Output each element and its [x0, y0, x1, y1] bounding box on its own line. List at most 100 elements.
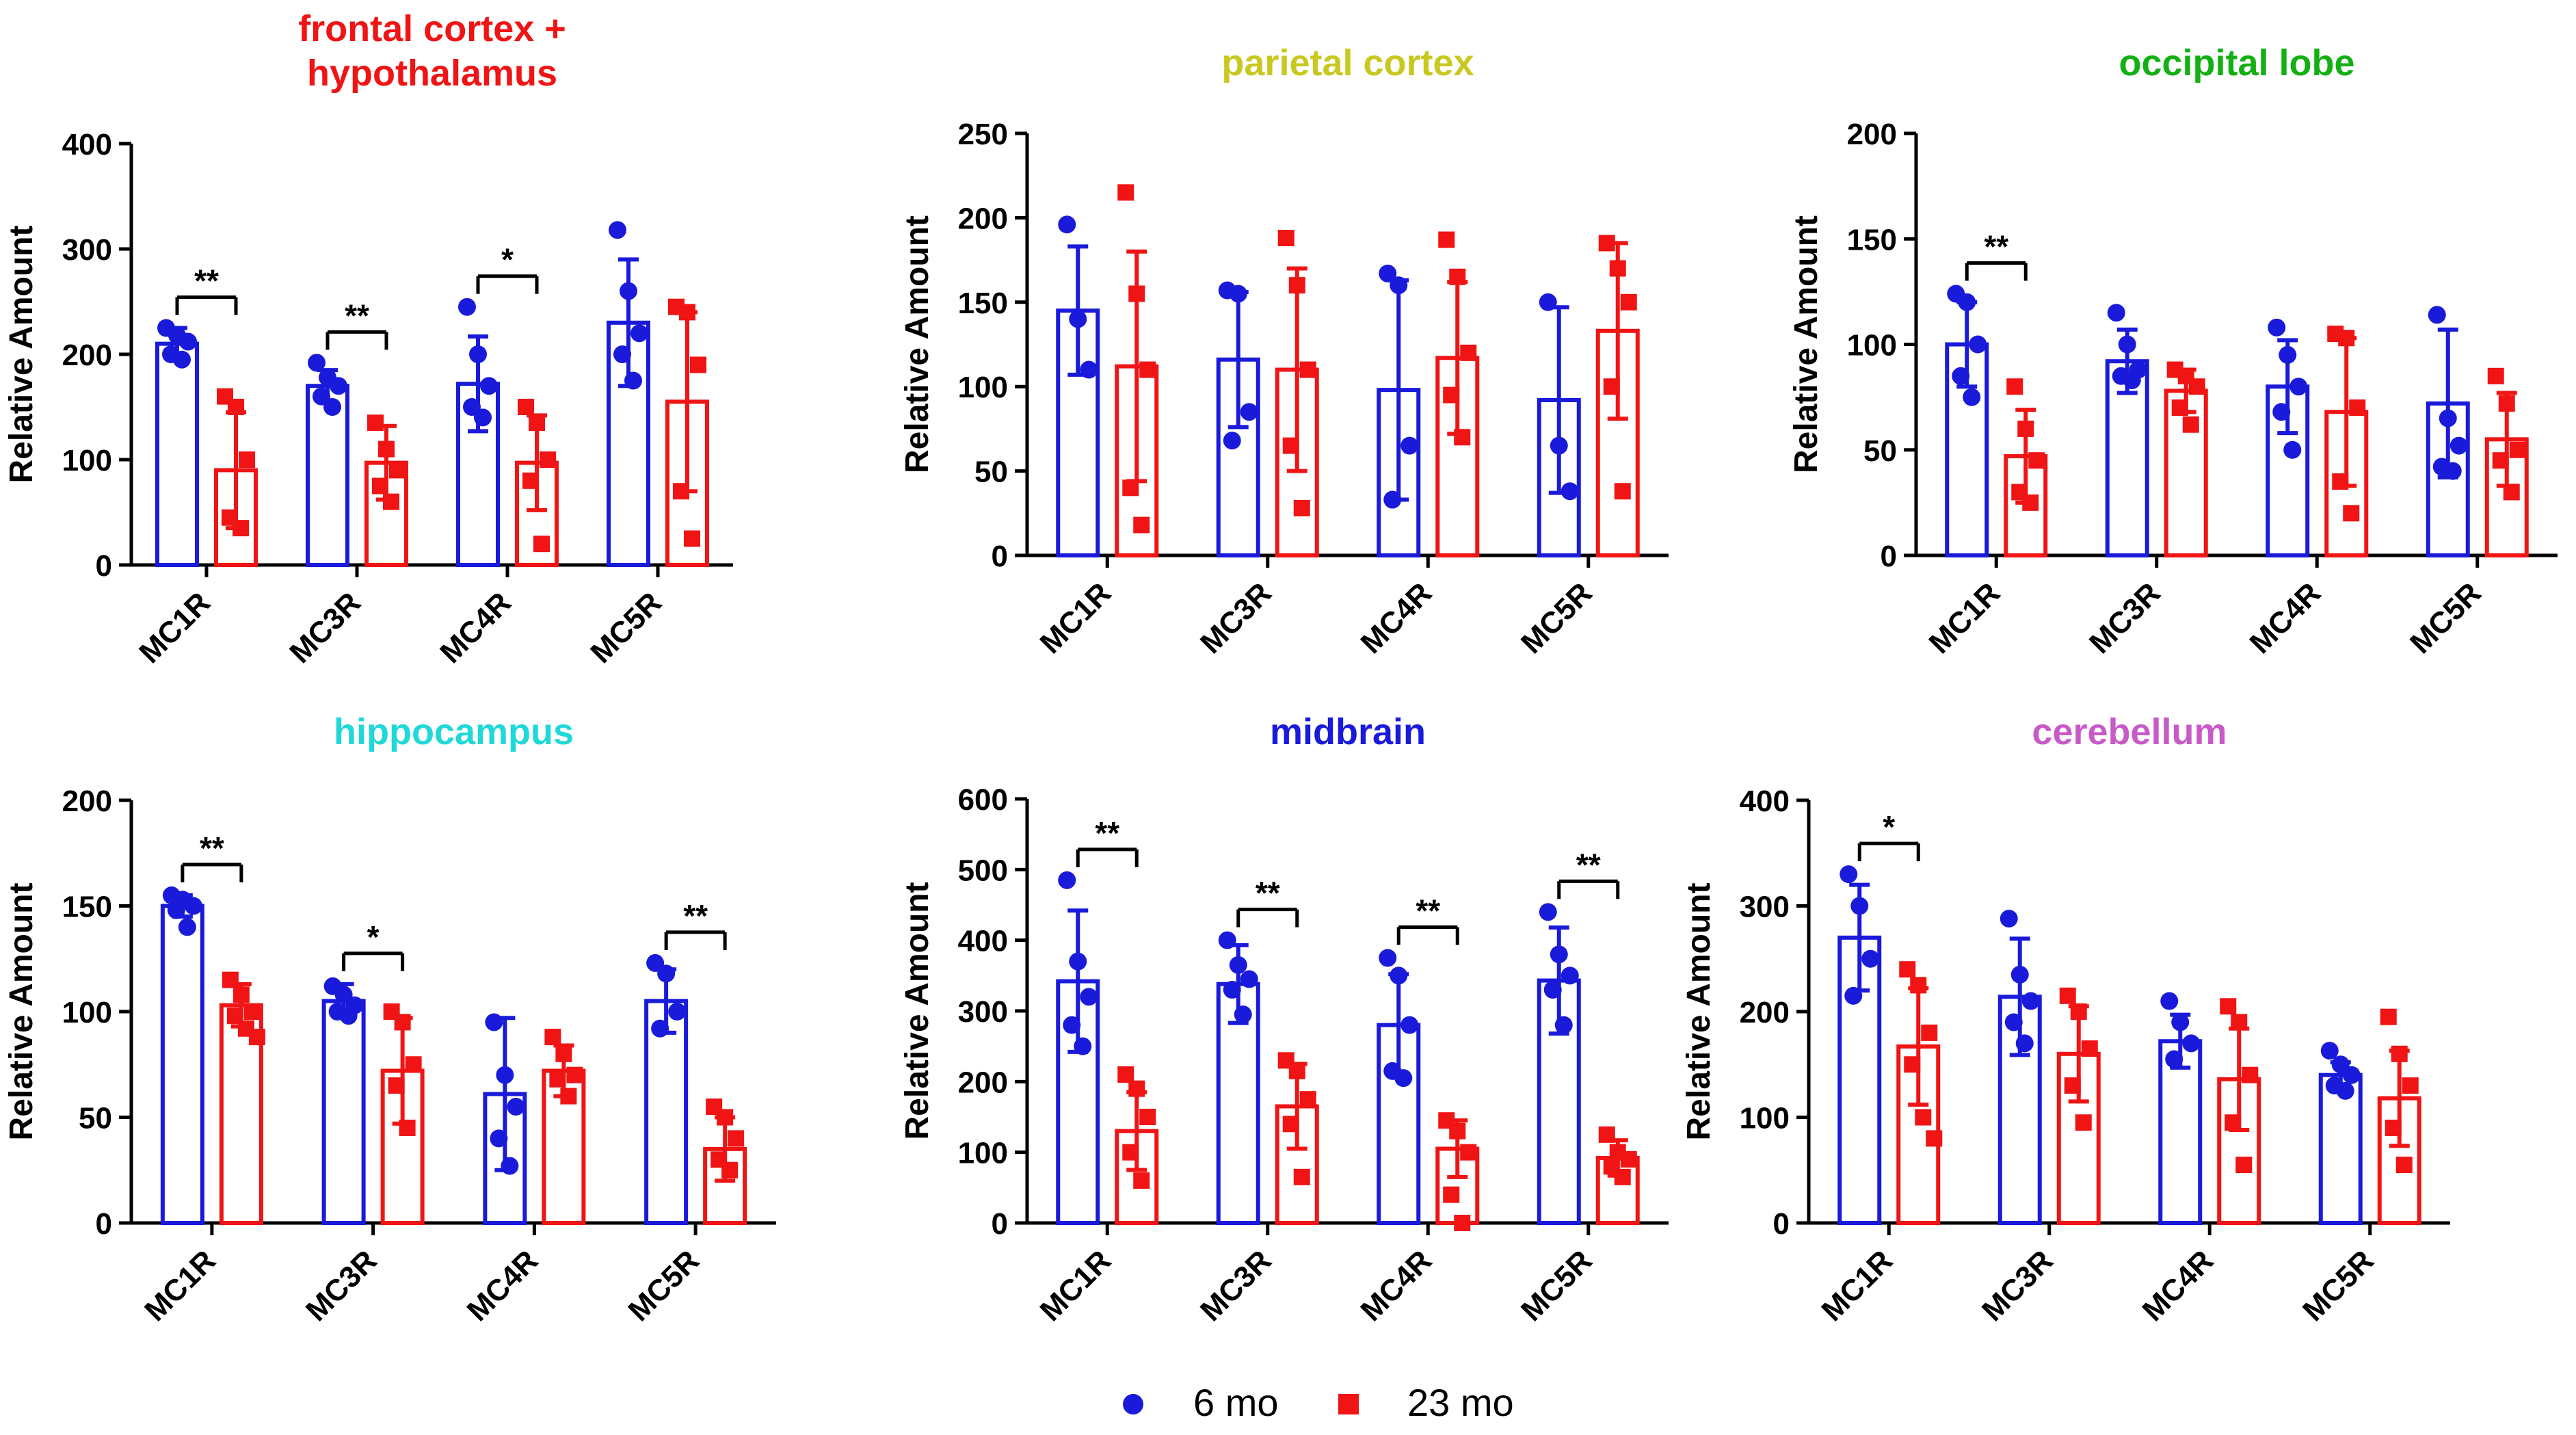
point-6mo-mc1r — [1069, 310, 1087, 328]
point-23mo-mc5r — [2385, 1119, 2402, 1136]
category-group-mc1r: MC1R ** — [1034, 815, 1159, 1328]
point-23mo-mc4r — [1454, 1215, 1471, 1231]
point-23mo-mc5r — [690, 356, 706, 373]
point-23mo-mc4r — [2338, 330, 2355, 347]
chart-title-midbrain: midbrain — [1270, 711, 1426, 752]
point-6mo-mc3r — [330, 377, 347, 395]
significance-label: ** — [1416, 893, 1440, 929]
significance-label: ** — [1256, 876, 1280, 911]
point-6mo-mc4r — [2182, 1034, 2201, 1053]
y-tick-label-150: 150 — [958, 287, 1008, 320]
point-23mo-mc4r — [566, 1066, 583, 1083]
point-6mo-mc1r — [184, 897, 202, 915]
category-group-mc3r: MC3R ** — [283, 298, 408, 670]
y-tick-label-50: 50 — [1863, 434, 1897, 468]
x-tick-label-mc3r: MC3R — [1194, 576, 1278, 660]
x-tick-label-mc5r: MC5R — [1515, 1243, 1599, 1328]
point-23mo-mc3r — [367, 414, 384, 432]
point-6mo-mc5r — [2449, 436, 2468, 455]
chart-title-occipital-lobe: occipital lobe — [2119, 42, 2354, 83]
x-tick-label-mc1r: MC1R — [1034, 1243, 1118, 1328]
point-23mo-mc4r — [533, 536, 550, 553]
chart-panel-4: midbrain 0 100 200 300 400 500 600 Relative Amou… — [899, 711, 1669, 1328]
y-tick-label-400: 400 — [958, 925, 1008, 958]
chart-title-frontal-cortex-hypothalamus: frontal cortex + — [298, 8, 566, 49]
point-23mo-mc4r — [518, 399, 534, 415]
point-23mo-mc3r — [399, 1119, 416, 1136]
point-23mo-mc4r — [1460, 344, 1477, 361]
point-6mo-mc1r — [1963, 388, 1981, 406]
point-23mo-mc1r — [1926, 1130, 1943, 1147]
point-23mo-mc4r — [549, 1070, 566, 1088]
x-tick-label-mc4r: MC4R — [2136, 1243, 2220, 1328]
category-group-mc3r: MC3R — [2083, 304, 2208, 660]
point-6mo-mc3r — [2021, 992, 2040, 1010]
chart-title-cerebellum: cerebellum — [2032, 711, 2227, 752]
point-6mo-mc4r — [1394, 1069, 1413, 1088]
x-tick-label-mc3r: MC3R — [1194, 1243, 1278, 1328]
point-23mo-mc3r — [1288, 1062, 1305, 1079]
y-tick-label-150: 150 — [62, 891, 112, 924]
point-6mo-mc5r — [651, 1019, 669, 1038]
y-tick-label-0: 0 — [96, 549, 112, 583]
point-23mo-mc5r — [673, 483, 689, 500]
point-6mo-mc4r — [1390, 276, 1408, 295]
point-23mo-mc4r — [1438, 231, 1455, 248]
y-axis-label: Relative Amount — [3, 883, 40, 1141]
point-23mo-mc5r — [721, 1161, 739, 1179]
point-23mo-mc5r — [1620, 1151, 1637, 1168]
significance-label: ** — [194, 263, 219, 299]
point-23mo-mc4r — [2242, 1066, 2259, 1083]
point-23mo-mc5r — [2492, 452, 2509, 469]
x-tick-label-mc3r: MC3R — [283, 585, 367, 670]
y-tick-label-400: 400 — [62, 128, 112, 161]
point-23mo-mc3r — [378, 440, 395, 458]
point-6mo-mc3r — [1218, 931, 1236, 949]
point-23mo-mc1r — [1128, 1080, 1145, 1097]
point-6mo-mc4r — [1379, 949, 1397, 967]
point-23mo-mc1r — [1122, 1144, 1139, 1161]
y-tick-label-0: 0 — [96, 1207, 112, 1241]
significance-bracket-mc3r: ** — [1236, 876, 1299, 927]
chart-title-frontal-cortex-hypothalamus-line2: hypothalamus — [307, 53, 557, 94]
point-23mo-mc3r — [383, 493, 399, 510]
point-6mo-mc4r — [490, 1129, 508, 1148]
point-23mo-mc1r — [1899, 961, 1916, 978]
legend: 6 mo 23 mo — [1123, 1381, 1514, 1424]
x-tick-label-mc5r: MC5R — [584, 585, 668, 670]
point-6mo-mc1r — [1080, 988, 1098, 1006]
point-6mo-mc4r — [1400, 436, 1419, 455]
x-tick-label-mc5r: MC5R — [1515, 576, 1599, 660]
x-tick-label-mc4r: MC4R — [2244, 576, 2328, 660]
significance-bracket-mc5r: ** — [1557, 847, 1620, 899]
point-6mo-mc5r — [630, 324, 648, 343]
point-6mo-mc3r — [2000, 910, 2018, 928]
category-group-mc5r: MC5R — [584, 221, 709, 670]
point-23mo-mc3r — [1293, 499, 1310, 516]
category-group-mc1r: MC1R * — [1816, 809, 1943, 1328]
point-6mo-mc5r — [624, 371, 642, 390]
chart-panel-3: hippocampus 0 50 100 150 200 Relative Amount MC… — [3, 711, 776, 1328]
point-23mo-mc4r — [529, 414, 545, 432]
x-tick-label-mc3r: MC3R — [2083, 576, 2167, 660]
point-6mo-mc4r — [501, 1157, 519, 1175]
point-23mo-mc3r — [1288, 277, 1305, 294]
point-6mo-mc5r — [1550, 436, 1568, 455]
point-6mo-mc3r — [2123, 371, 2141, 389]
point-6mo-mc1r — [1080, 360, 1098, 379]
point-6mo-mc5r — [657, 964, 676, 983]
point-6mo-mc5r — [1539, 903, 1557, 921]
point-23mo-mc1r — [248, 1029, 265, 1046]
point-23mo-mc4r — [544, 1029, 561, 1046]
legend-label-6mo: 6 mo — [1193, 1381, 1279, 1424]
point-6mo-mc3r — [323, 398, 341, 416]
point-23mo-mc1r — [1133, 516, 1150, 534]
point-23mo-mc3r — [2075, 1114, 2092, 1131]
point-6mo-mc5r — [2320, 1042, 2339, 1060]
point-23mo-mc3r — [2171, 399, 2188, 417]
x-tick-label-mc4r: MC4R — [434, 585, 518, 670]
point-23mo-mc5r — [2509, 441, 2526, 458]
point-23mo-mc4r — [2349, 399, 2366, 417]
point-6mo-mc4r — [1379, 264, 1397, 282]
point-23mo-mc5r — [2503, 484, 2520, 501]
